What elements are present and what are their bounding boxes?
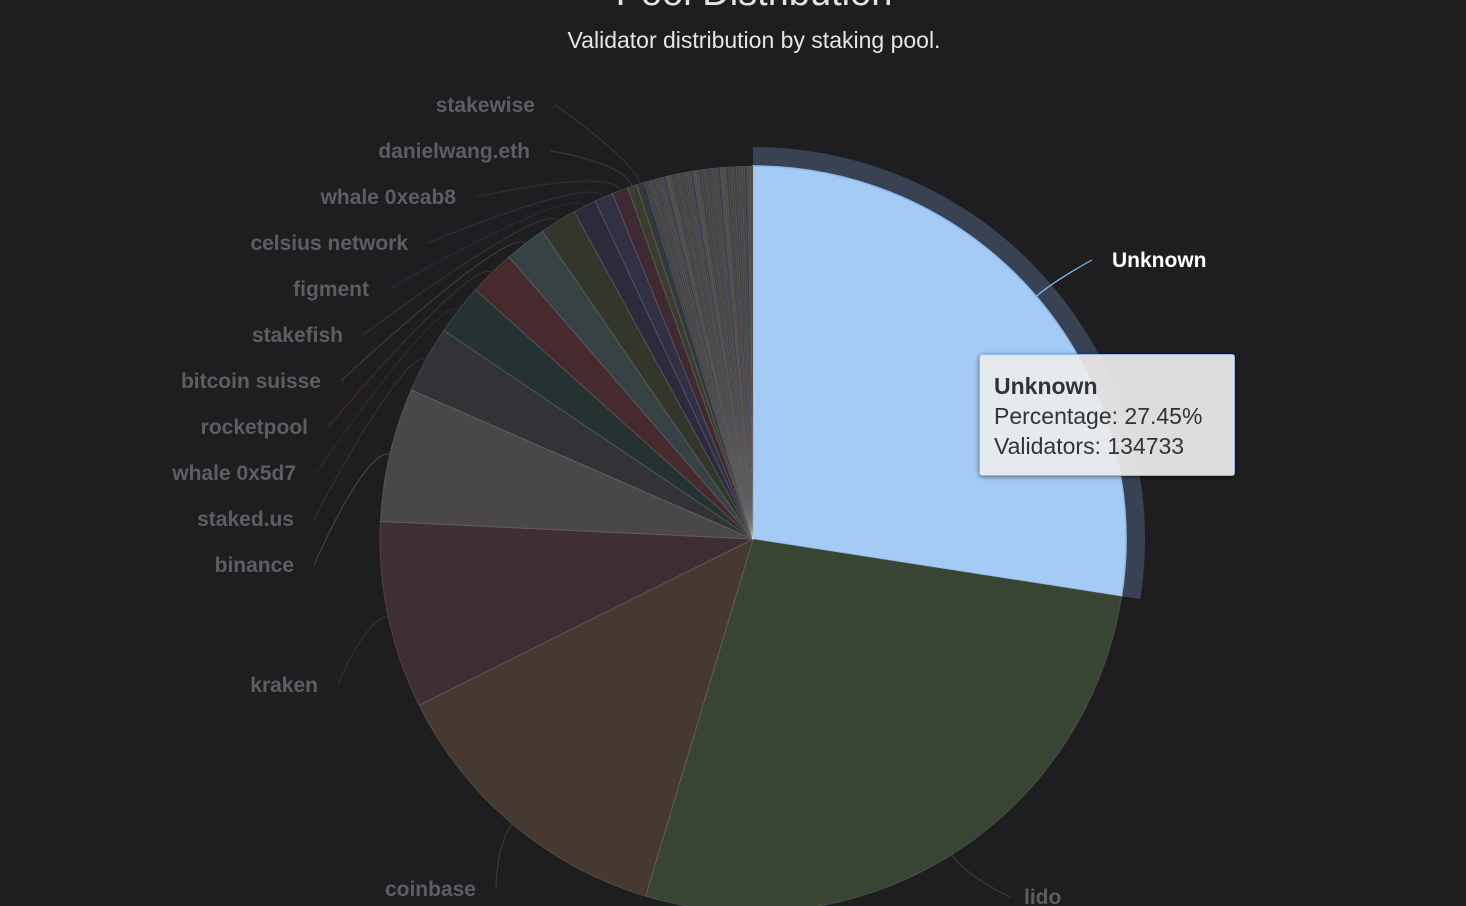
pie-slice-other-26[interactable] (711, 167, 754, 540)
connector-coinbase (495, 823, 513, 890)
slice-label-whale-0x5d7: whale 0x5d7 (171, 462, 296, 485)
connector-unknown (1035, 259, 1093, 297)
pie-slice-binance[interactable] (379, 389, 754, 540)
slice-label-kraken: kraken (250, 674, 318, 697)
pie-slice-other-40[interactable] (749, 165, 754, 540)
pie-slice-other-30[interactable] (722, 166, 754, 540)
pie-slice-other-10[interactable] (668, 174, 754, 540)
pie-slice-other-34[interactable] (733, 166, 754, 540)
slice-label-figment: figment (293, 278, 369, 301)
slice-label-rocketpool: rocketpool (201, 416, 308, 439)
slice-label-coinbase: coinbase (385, 878, 476, 901)
tooltip-percentage: Percentage: 27.45% (994, 403, 1203, 429)
pie-slice-other-16[interactable] (684, 171, 754, 540)
pie-slice-other-32[interactable] (727, 166, 754, 540)
pie-slice-other-15[interactable] (681, 171, 754, 540)
slice-label-danielwang-eth: danielwang.eth (378, 140, 530, 163)
pie-slice-other-28[interactable] (716, 167, 754, 540)
slice-label-celsius-network: celsius network (250, 232, 408, 255)
slice-label-lido: lido (1024, 886, 1061, 906)
pie-slice-other-12[interactable] (673, 173, 754, 540)
pie-slice-other-21[interactable] (697, 169, 754, 540)
pie-slice-other-8[interactable] (662, 175, 754, 540)
pie-slice-other-35[interactable] (736, 165, 754, 540)
slice-label-stakewise: stakewise (436, 94, 535, 117)
pie-slice-other-9[interactable] (665, 175, 754, 540)
tooltip-validators: Validators: 134733 (994, 433, 1185, 459)
pie-slice-other-23[interactable] (703, 168, 754, 540)
pie-slice-other-17[interactable] (686, 171, 754, 540)
pie-slice-other-19[interactable] (692, 170, 754, 540)
pie-slice-other-24[interactable] (705, 168, 754, 540)
pie-slice-other-20[interactable] (695, 169, 754, 540)
pie-slice-other-13[interactable] (676, 173, 754, 540)
connector-bitcoin-suisse (340, 241, 526, 382)
pie-slice-other-22[interactable] (700, 168, 754, 540)
pie-slice-other-4[interactable] (652, 178, 754, 540)
pie-slice-staked-us[interactable] (410, 329, 754, 540)
pie-slice-other-33[interactable] (730, 166, 754, 540)
connector-lido (951, 854, 1011, 898)
slice-label-stakefish: stakefish (252, 324, 343, 347)
connector-whale-0x5d7 (315, 308, 460, 474)
connector-stakewise (554, 104, 642, 184)
pie-slice-other-36[interactable] (738, 165, 754, 540)
connector-celsius-network (427, 191, 605, 244)
pie-slice-other-27[interactable] (714, 167, 754, 540)
connector-danielwang-eth (549, 150, 633, 187)
pie-slice-other-3[interactable] (649, 179, 754, 540)
connector-kraken (337, 615, 389, 686)
connector-figment (388, 202, 586, 290)
connector-stakefish (362, 218, 559, 336)
pie-slice-celsius-network[interactable] (594, 192, 754, 540)
pie-slice-other-18[interactable] (689, 170, 754, 540)
slice-tooltip: Unknown Percentage: 27.45% Validators: 1… (979, 354, 1235, 476)
pie-slice-lido[interactable] (644, 538, 1123, 906)
chart-subtitle: Validator distribution by staking pool. (567, 27, 941, 53)
slice-label-binance: binance (215, 554, 294, 577)
pie-slice-other-7[interactable] (659, 176, 754, 540)
pie-slice-danielwang-eth[interactable] (627, 183, 754, 540)
pie-slice-other-38[interactable] (744, 165, 754, 540)
slice-label-whale-0xeab8: whale 0xeab8 (320, 186, 457, 209)
connector-binance (313, 453, 390, 566)
pie-slice-other-6[interactable] (657, 177, 754, 540)
slice-label-staked-us: staked.us (197, 508, 294, 531)
pie-slice-other-31[interactable] (725, 166, 754, 540)
pie-slice-other-14[interactable] (678, 172, 754, 540)
pie-slice-rocketpool[interactable] (474, 256, 754, 540)
pie-slice-other-37[interactable] (741, 165, 754, 540)
slice-label-bitcoin-suisse: bitcoin suisse (181, 370, 321, 393)
chart-title: Pool Distribution (0, 0, 1466, 15)
connector-whale-0xeab8 (475, 180, 621, 198)
pie-slice-other-39[interactable] (747, 165, 754, 540)
pie-slice-coinbase[interactable] (418, 538, 754, 897)
pie-slice-unknown[interactable] (752, 165, 1127, 598)
pie-slice-other-11[interactable] (670, 174, 754, 540)
pie-slice-other-25[interactable] (708, 167, 754, 540)
slice-label-unknown: Unknown (1112, 249, 1207, 272)
pie-slice-other-29[interactable] (719, 166, 754, 540)
pie-slice-other-1[interactable] (644, 180, 754, 540)
pie-slice-figment[interactable] (573, 200, 754, 540)
connector-staked-us (313, 358, 427, 520)
pie-slice-other-5[interactable] (654, 178, 754, 540)
tooltip-title: Unknown (994, 373, 1098, 399)
connector-rocketpool (327, 270, 493, 428)
pie-slice-other-2[interactable] (646, 180, 754, 540)
